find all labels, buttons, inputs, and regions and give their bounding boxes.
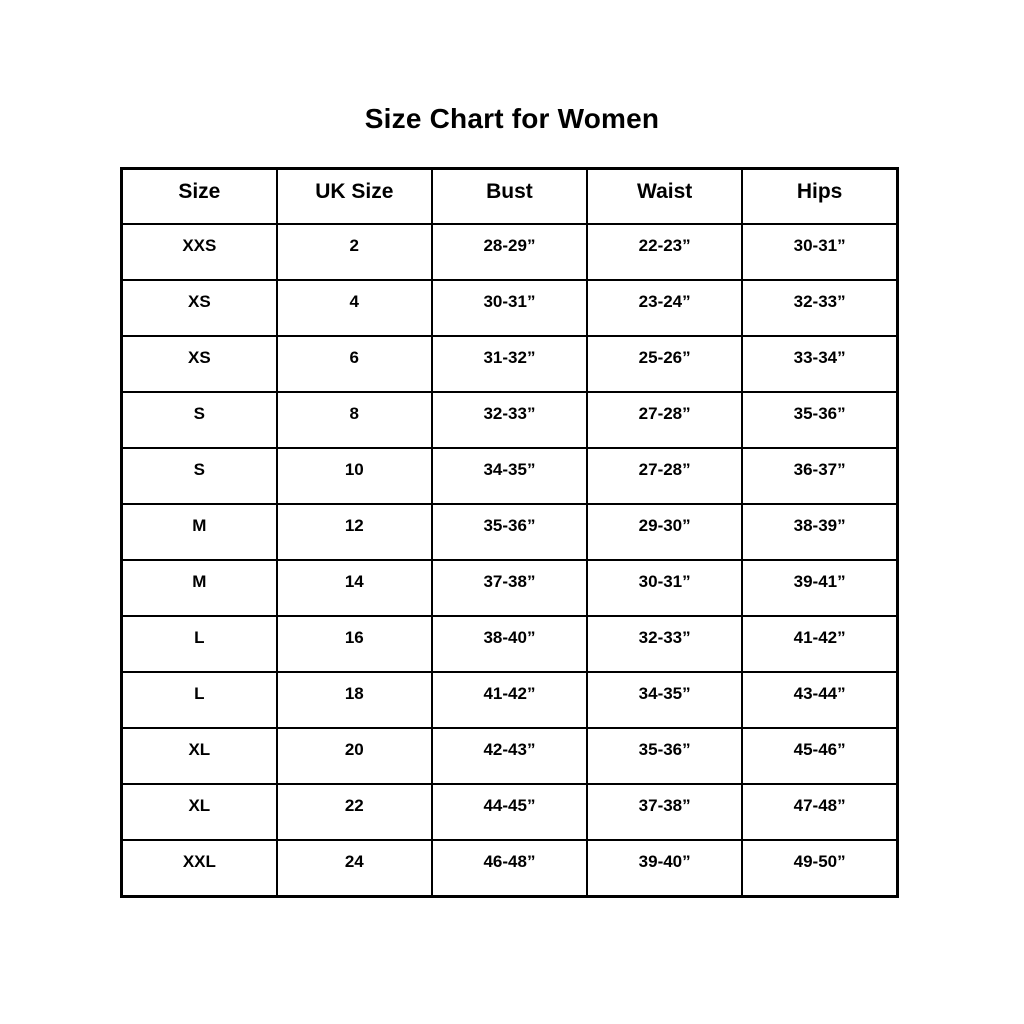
table-cell: 42-43” [430, 727, 589, 786]
table-cell: XL [120, 783, 278, 842]
table-row: XXS 2 28-29” 22-23” 30-31” [120, 222, 899, 281]
table-cell: 27-28” [586, 390, 744, 449]
table-cell: 4 [275, 278, 433, 337]
table-cell: 8 [275, 390, 433, 449]
header-cell-bust: Bust [430, 167, 589, 225]
size-chart-body: XXS 2 28-29” 22-23” 30-31” XS 4 30-31” 23-24” 32-… [120, 222, 899, 898]
table-cell: S [120, 390, 278, 449]
table-row: M 12 35-36” 29-30” 38-39” [120, 502, 899, 561]
table-cell: 35-36” [741, 390, 899, 449]
table-row: XL 20 42-43” 35-36” 45-46” [120, 727, 899, 786]
table-cell: 27-28” [586, 446, 744, 505]
table-cell: XXL [120, 839, 278, 898]
table-cell: 47-48” [741, 783, 899, 842]
table-cell: 20 [275, 727, 433, 786]
table-cell: 25-26” [586, 334, 744, 393]
table-cell: 45-46” [741, 727, 899, 786]
table-cell: 10 [275, 446, 433, 505]
table-cell: 32-33” [430, 390, 589, 449]
table-cell: M [120, 502, 278, 561]
table-cell: 18 [275, 671, 433, 730]
table-row: XS 6 31-32” 25-26” 33-34” [120, 334, 899, 393]
table-row: XL 22 44-45” 37-38” 47-48” [120, 783, 899, 842]
table-cell: 34-35” [430, 446, 589, 505]
header-cell-waist: Waist [586, 167, 744, 225]
table-row: L 18 41-42” 34-35” 43-44” [120, 671, 899, 730]
table-cell: XL [120, 727, 278, 786]
table-cell: M [120, 558, 278, 618]
table-cell: 30-31” [741, 222, 899, 281]
header-cell-hips: Hips [741, 167, 899, 225]
table-cell: 35-36” [430, 502, 589, 561]
table-row: S 10 34-35” 27-28” 36-37” [120, 446, 899, 505]
table-cell: XXS [120, 222, 278, 281]
table-cell: XS [120, 334, 278, 393]
table-cell: 33-34” [741, 334, 899, 393]
table-cell: 49-50” [741, 839, 899, 898]
table-cell: 23-24” [586, 278, 744, 337]
table-cell: 35-36” [586, 727, 744, 786]
table-cell: 41-42” [741, 615, 899, 674]
table-cell: 2 [275, 222, 433, 281]
table-cell: 22-23” [586, 222, 744, 281]
table-row: M 14 37-38” 30-31” 39-41” [120, 558, 899, 618]
table-cell: 32-33” [741, 278, 899, 337]
table-cell: 22 [275, 783, 433, 842]
table-cell: 38-39” [741, 502, 899, 561]
table-cell: 6 [275, 334, 433, 393]
table-cell: 37-38” [586, 783, 744, 842]
table-cell: 39-41” [741, 558, 899, 618]
table-cell: 12 [275, 502, 433, 561]
table-cell: 36-37” [741, 446, 899, 505]
header-cell-uk-size: UK Size [275, 167, 433, 225]
header-row: Size UK Size Bust Waist Hips [120, 167, 899, 225]
table-cell: 30-31” [586, 558, 744, 618]
header-cell-size: Size [120, 167, 278, 225]
table-cell: 38-40” [430, 615, 589, 674]
table-cell: 37-38” [430, 558, 589, 618]
size-chart-table: Size UK Size Bust Waist Hips XXS 2 28-29” 2… [120, 167, 899, 898]
table-cell: 44-45” [430, 783, 589, 842]
table-cell: 34-35” [586, 671, 744, 730]
table-cell: 41-42” [430, 671, 589, 730]
table-cell: 16 [275, 615, 433, 674]
table-row: S 8 32-33” 27-28” 35-36” [120, 390, 899, 449]
table-cell: 24 [275, 839, 433, 898]
table-cell: L [120, 671, 278, 730]
table-cell: 28-29” [430, 222, 589, 281]
table-cell: 39-40” [586, 839, 744, 898]
table-cell: 31-32” [430, 334, 589, 393]
table-cell: XS [120, 278, 278, 337]
table-row: L 16 38-40” 32-33” 41-42” [120, 615, 899, 674]
table-cell: 14 [275, 558, 433, 618]
table-cell: 29-30” [586, 502, 744, 561]
table-cell: L [120, 615, 278, 674]
table-cell: 43-44” [741, 671, 899, 730]
size-chart-header: Size UK Size Bust Waist Hips [120, 167, 899, 225]
table-row: XS 4 30-31” 23-24” 32-33” [120, 278, 899, 337]
table-cell: 30-31” [430, 278, 589, 337]
table-row: XXL 24 46-48” 39-40” 49-50” [120, 839, 899, 898]
table-cell: S [120, 446, 278, 505]
table-cell: 32-33” [586, 615, 744, 674]
page-title: Size Chart for Women [364, 103, 660, 134]
table-cell: 46-48” [430, 839, 589, 898]
